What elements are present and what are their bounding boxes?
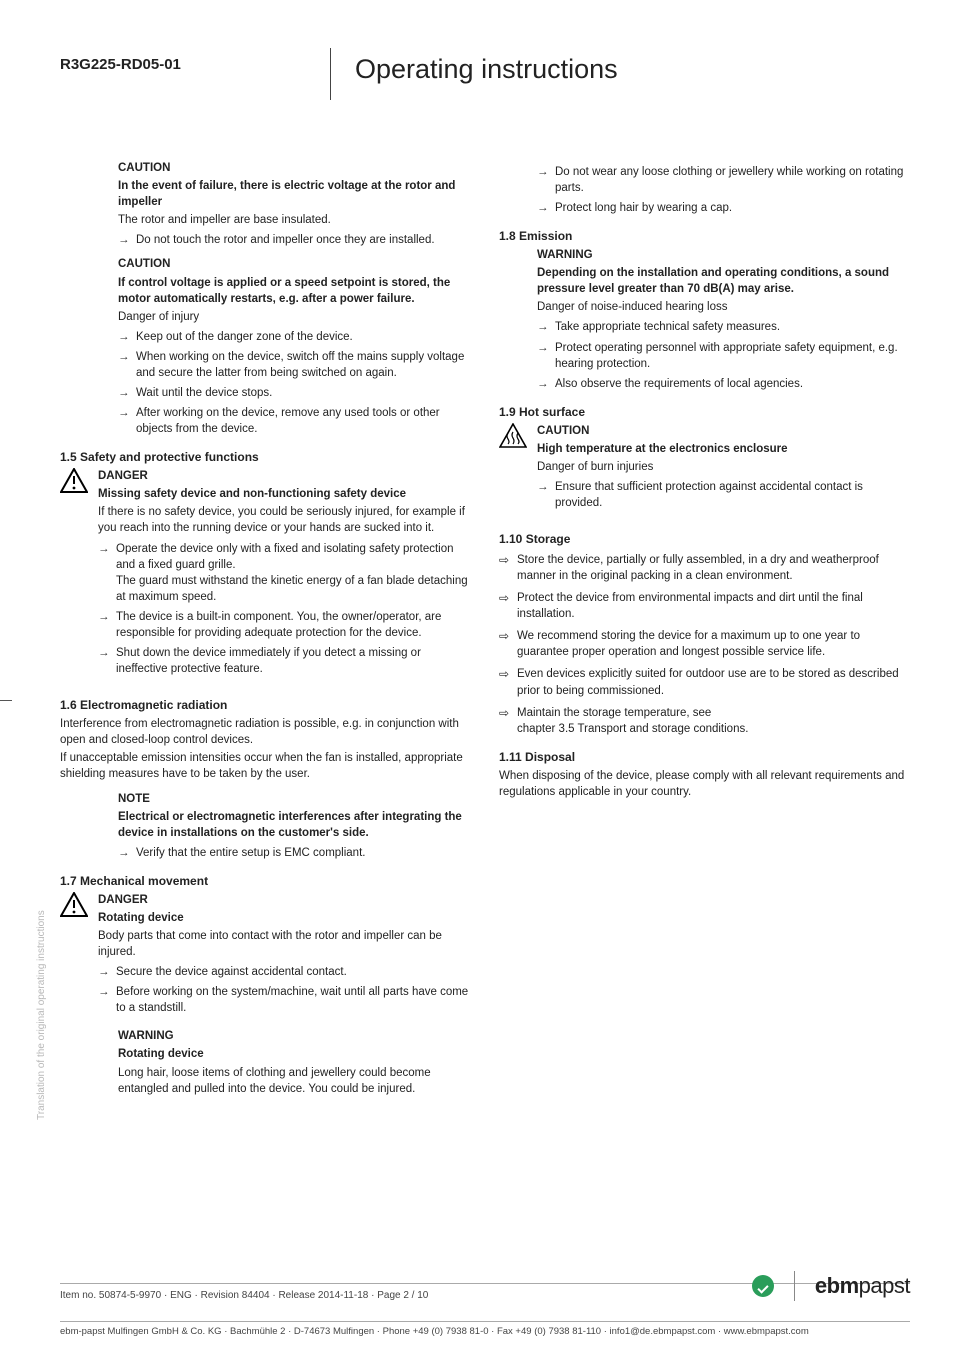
list-item: Do not wear any loose clothing or jewell… <box>537 164 910 196</box>
content-columns: CAUTION In the event of failure, there i… <box>60 160 910 1105</box>
caution-text: Danger of injury <box>118 309 471 325</box>
note-label: NOTE <box>118 791 471 807</box>
danger-label: DANGER <box>98 468 471 484</box>
caution-heading: In the event of failure, there is electr… <box>118 178 471 210</box>
danger-block-safety: DANGER Missing safety device and non-fun… <box>60 468 471 685</box>
danger-block-rotating: DANGER Rotating device Body parts that c… <box>60 892 471 1025</box>
logo-separator <box>794 1271 795 1301</box>
list-item: Shut down the device immediately if you … <box>98 645 471 677</box>
warning-label: WARNING <box>118 1028 471 1044</box>
hot-surface-icon <box>499 423 527 454</box>
caution-block-electric: CAUTION In the event of failure, there i… <box>60 160 471 248</box>
side-vertical-text: Translation of the original operating in… <box>36 910 47 1120</box>
caution-label: CAUTION <box>537 423 910 439</box>
warning-triangle-icon <box>60 892 88 923</box>
list-item: Maintain the storage temperature, see ch… <box>499 705 910 737</box>
warning-block-emission: WARNING Depending on the installation an… <box>499 247 910 392</box>
continuation-block: Do not wear any loose clothing or jewell… <box>499 164 910 216</box>
footer-company-line: ebm-papst Mulfingen GmbH & Co. KG · Bach… <box>60 1321 910 1337</box>
warning-text: Long hair, loose items of clothing and j… <box>118 1065 471 1097</box>
list-item: Verify that the entire setup is EMC comp… <box>118 845 471 861</box>
danger-heading: Missing safety device and non-functionin… <box>98 486 471 502</box>
danger-label: DANGER <box>98 892 471 908</box>
page-title: Operating instructions <box>355 48 618 85</box>
danger-text: If there is no safety device, you could … <box>98 504 471 536</box>
warning-text: Danger of noise-induced hearing loss <box>537 299 910 315</box>
list-item: The device is a built-in component. You,… <box>98 609 471 641</box>
page-header: R3G225-RD05-01 Operating instructions <box>60 48 910 100</box>
page-crop-mark <box>0 700 12 701</box>
list-item: Protect long hair by wearing a cap. <box>537 200 910 216</box>
header-separator <box>330 48 331 100</box>
list-item: We recommend storing the device for a ma… <box>499 628 910 660</box>
paragraph: When disposing of the device, please com… <box>499 768 910 800</box>
right-column: Do not wear any loose clothing or jewell… <box>499 160 910 1105</box>
left-column: CAUTION In the event of failure, there i… <box>60 160 471 1105</box>
paragraph: If unacceptable emission intensities occ… <box>60 750 471 782</box>
section-heading-1-5: 1.5 Safety and protective functions <box>60 449 471 466</box>
list-item: Store the device, partially or fully ass… <box>499 552 910 584</box>
caution-label: CAUTION <box>118 256 471 272</box>
warning-heading: Rotating device <box>118 1046 471 1062</box>
caution-label: CAUTION <box>118 160 471 176</box>
list-item: Operate the device only with a fixed and… <box>98 541 471 605</box>
section-heading-1-6: 1.6 Electromagnetic radiation <box>60 697 471 714</box>
list-item: Even devices explicitly suited for outdo… <box>499 666 910 698</box>
warning-heading: Depending on the installation and operat… <box>537 265 910 297</box>
logo-area: ebmpapst <box>752 1271 910 1301</box>
company-logo: ebmpapst <box>815 1273 910 1299</box>
list-item: Do not touch the rotor and impeller once… <box>118 232 471 248</box>
list-item: After working on the device, remove any … <box>118 405 471 437</box>
danger-text: Body parts that come into contact with t… <box>98 928 471 960</box>
warning-block-rotating: WARNING Rotating device Long hair, loose… <box>60 1028 471 1096</box>
section-heading-1-8: 1.8 Emission <box>499 228 910 245</box>
note-block-emc: NOTE Electrical or electromagnetic inter… <box>60 791 471 861</box>
caution-heading: High temperature at the electronics encl… <box>537 441 910 457</box>
list-item: Wait until the device stops. <box>118 385 471 401</box>
note-heading: Electrical or electromagnetic interferen… <box>118 809 471 841</box>
section-heading-1-7: 1.7 Mechanical movement <box>60 873 471 890</box>
list-item: Before working on the system/machine, wa… <box>98 984 471 1016</box>
list-item: Take appropriate technical safety measur… <box>537 319 910 335</box>
caution-text: Danger of burn injuries <box>537 459 910 475</box>
caution-block-hot: CAUTION High temperature at the electron… <box>499 423 910 519</box>
caution-heading: If control voltage is applied or a speed… <box>118 275 471 307</box>
caution-text: The rotor and impeller are base insulate… <box>118 212 471 228</box>
list-item: Ensure that sufficient protection agains… <box>537 479 910 511</box>
list-item: Protect operating personnel with appropr… <box>537 340 910 372</box>
list-item: Also observe the requirements of local a… <box>537 376 910 392</box>
paragraph: Interference from electromagnetic radiat… <box>60 716 471 748</box>
list-item: Protect the device from environmental im… <box>499 590 910 622</box>
section-heading-1-9: 1.9 Hot surface <box>499 404 910 421</box>
warning-label: WARNING <box>537 247 910 263</box>
list-item: When working on the device, switch off t… <box>118 349 471 381</box>
section-heading-1-11: 1.11 Disposal <box>499 749 910 766</box>
section-heading-1-10: 1.10 Storage <box>499 531 910 548</box>
caution-block-restart: CAUTION If control voltage is applied or… <box>60 256 471 437</box>
storage-list: Store the device, partially or fully ass… <box>499 552 910 737</box>
list-item: Keep out of the danger zone of the devic… <box>118 329 471 345</box>
document-id: R3G225-RD05-01 <box>60 48 330 73</box>
danger-heading: Rotating device <box>98 910 471 926</box>
list-item: Secure the device against accidental con… <box>98 964 471 980</box>
warning-triangle-icon <box>60 468 88 499</box>
green-check-badge-icon <box>752 1275 774 1297</box>
